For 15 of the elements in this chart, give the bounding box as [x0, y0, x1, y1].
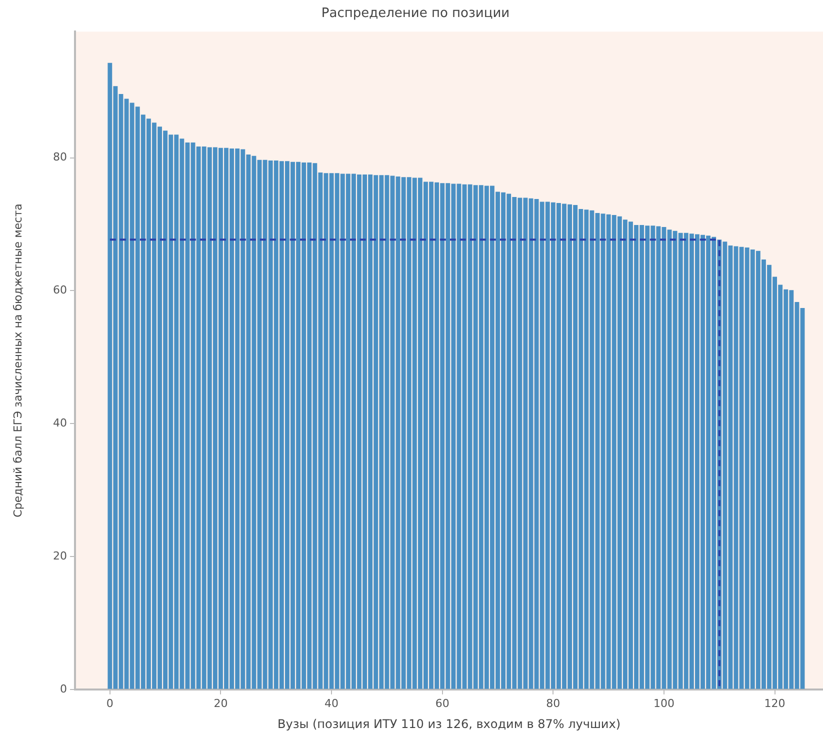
x-tick-label: 120 [764, 696, 786, 710]
x-tick-label: 0 [106, 696, 114, 710]
chart-title: Распределение по позиции [321, 6, 510, 22]
y-tick-label: 0 [60, 682, 67, 696]
x-tick-label: 20 [214, 696, 228, 710]
y-axis-title: Средний балл ЕГЭ зачисленных на бюджетные места [11, 204, 24, 518]
x-tick-label: 80 [546, 696, 560, 710]
y-tick-label: 60 [53, 284, 67, 297]
y-tick-label: 20 [53, 549, 67, 562]
x-tick-label: 60 [435, 696, 450, 710]
x-tick-label: 100 [653, 696, 674, 710]
y-tick-label: 80 [53, 150, 67, 164]
y-tick-label: 40 [53, 416, 67, 430]
x-axis-title: Вузы (позиция ИТУ 110 из 126, входим в 87% лучших) [277, 716, 621, 731]
x-tick-label: 40 [324, 696, 339, 710]
